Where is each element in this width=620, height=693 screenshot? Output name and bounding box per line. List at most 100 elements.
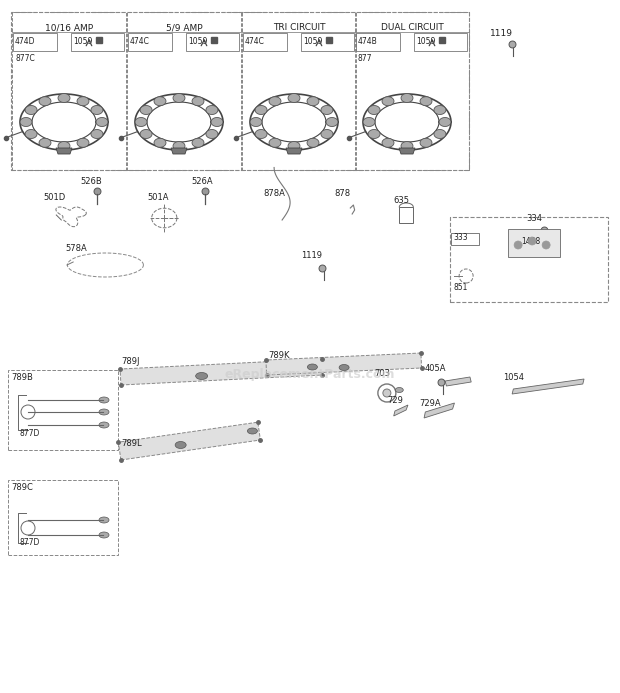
Text: 501A: 501A — [148, 193, 169, 202]
Text: 333: 333 — [453, 233, 467, 242]
Polygon shape — [307, 97, 319, 106]
Polygon shape — [96, 118, 108, 127]
Text: 1448: 1448 — [521, 237, 540, 246]
Text: 789L: 789L — [121, 439, 141, 448]
Bar — [242, 12, 356, 170]
Polygon shape — [58, 141, 70, 150]
Polygon shape — [321, 105, 333, 114]
Polygon shape — [206, 130, 218, 139]
Polygon shape — [512, 379, 584, 394]
Polygon shape — [154, 97, 166, 106]
Polygon shape — [192, 139, 204, 148]
Text: 5/9 AMP: 5/9 AMP — [166, 24, 202, 33]
Text: 578A: 578A — [65, 244, 87, 253]
Text: 851: 851 — [453, 283, 467, 292]
Ellipse shape — [99, 397, 109, 403]
Polygon shape — [140, 130, 152, 139]
Polygon shape — [269, 97, 281, 106]
Polygon shape — [173, 141, 185, 150]
Text: 703: 703 — [374, 369, 390, 378]
Text: 1119: 1119 — [490, 29, 513, 38]
Text: 526B: 526B — [81, 177, 102, 186]
Text: 877D: 877D — [20, 429, 40, 438]
Bar — [399, 207, 414, 223]
Polygon shape — [368, 105, 380, 114]
Polygon shape — [20, 118, 32, 127]
Text: 1059: 1059 — [73, 37, 92, 46]
Polygon shape — [39, 139, 51, 148]
Ellipse shape — [247, 428, 257, 434]
Polygon shape — [368, 130, 380, 139]
Bar — [11, 12, 469, 170]
Polygon shape — [171, 148, 187, 154]
Polygon shape — [77, 97, 89, 106]
Polygon shape — [326, 118, 338, 127]
Text: 789K: 789K — [268, 351, 290, 360]
Ellipse shape — [396, 387, 403, 392]
Polygon shape — [56, 148, 72, 154]
Polygon shape — [363, 118, 375, 127]
Polygon shape — [382, 139, 394, 148]
Bar — [450, 217, 608, 302]
Bar — [12, 12, 126, 170]
Polygon shape — [135, 118, 147, 127]
Text: eReplacementParts.com: eReplacementParts.com — [224, 368, 396, 380]
Ellipse shape — [99, 517, 109, 523]
Text: 635: 635 — [394, 196, 410, 205]
Text: 877C: 877C — [15, 54, 35, 63]
Polygon shape — [120, 359, 322, 385]
Polygon shape — [255, 105, 267, 114]
Polygon shape — [250, 118, 262, 127]
Bar — [356, 33, 400, 51]
Text: 877: 877 — [358, 54, 373, 63]
Bar — [128, 33, 172, 51]
Text: 1119: 1119 — [301, 251, 322, 260]
Text: 878A: 878A — [264, 189, 285, 198]
Bar — [355, 12, 469, 170]
Text: TRI CIRCUIT: TRI CIRCUIT — [273, 24, 326, 33]
Ellipse shape — [99, 422, 109, 428]
Polygon shape — [382, 97, 394, 106]
Polygon shape — [25, 105, 37, 114]
Text: 474C: 474C — [245, 37, 265, 46]
Ellipse shape — [175, 441, 186, 448]
Text: 789B: 789B — [11, 373, 33, 382]
Text: 405A: 405A — [425, 364, 446, 373]
Polygon shape — [154, 139, 166, 148]
Text: 474D: 474D — [15, 37, 35, 46]
Text: 729A: 729A — [419, 399, 441, 408]
Polygon shape — [399, 148, 415, 154]
Bar — [8, 370, 118, 450]
Polygon shape — [288, 94, 300, 103]
Polygon shape — [420, 97, 432, 106]
Polygon shape — [286, 148, 302, 154]
Ellipse shape — [99, 409, 109, 415]
Circle shape — [514, 241, 522, 249]
Ellipse shape — [99, 532, 109, 538]
Text: 1059: 1059 — [188, 37, 207, 46]
Polygon shape — [91, 130, 103, 139]
Polygon shape — [91, 105, 103, 114]
Bar — [71, 33, 124, 51]
Polygon shape — [39, 97, 51, 106]
Bar — [243, 33, 287, 51]
Polygon shape — [434, 105, 446, 114]
Text: 789C: 789C — [11, 483, 33, 492]
Text: 334: 334 — [526, 214, 542, 223]
Polygon shape — [420, 139, 432, 148]
Text: 526A: 526A — [191, 177, 213, 186]
Circle shape — [542, 241, 550, 249]
Polygon shape — [401, 94, 413, 103]
Polygon shape — [266, 353, 422, 375]
Ellipse shape — [308, 364, 317, 370]
Bar — [414, 33, 467, 51]
Text: 10/16 AMP: 10/16 AMP — [45, 24, 93, 33]
Polygon shape — [434, 130, 446, 139]
Polygon shape — [439, 118, 451, 127]
Polygon shape — [211, 118, 223, 127]
Text: 878: 878 — [335, 189, 351, 198]
Bar — [301, 33, 354, 51]
Ellipse shape — [196, 373, 208, 380]
Text: 474C: 474C — [130, 37, 150, 46]
Circle shape — [383, 389, 391, 397]
